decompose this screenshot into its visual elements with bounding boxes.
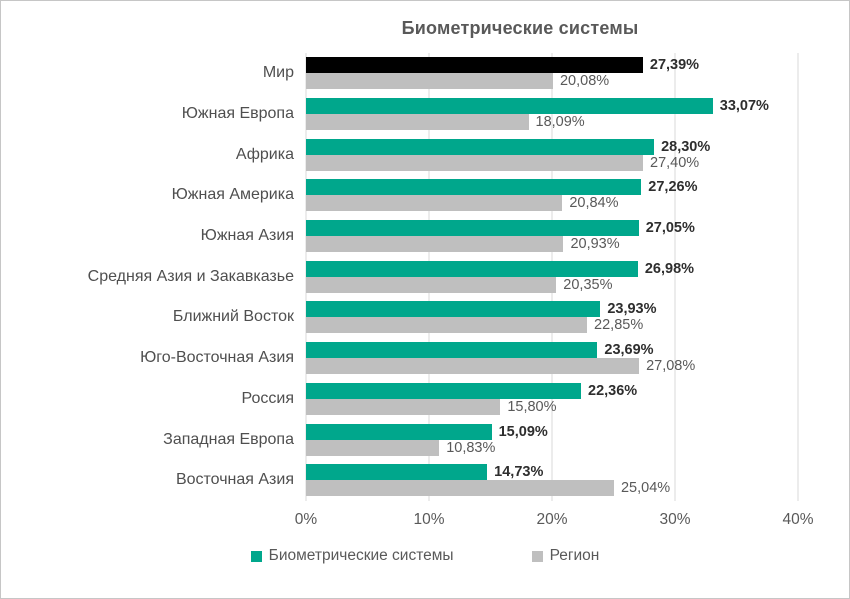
series2-value-label: 20,93% [570, 236, 620, 253]
gridline [674, 53, 676, 501]
category-row: Мир 27,39% 20,08% [1, 53, 849, 94]
legend: Биометрические системы Регион [1, 547, 849, 565]
legend-item-biometric: Биометрические системы [250, 547, 454, 565]
bar-rows: Мир 27,39% 20,08% Южная Европа 33,07% 18… [1, 53, 849, 501]
category-label: Мир [262, 64, 294, 82]
plot-area: Мир 27,39% 20,08% Южная Европа 33,07% 18… [1, 53, 849, 501]
series1-value-label: 27,39% [649, 57, 700, 74]
series1-value-label: 27,05% [645, 220, 695, 237]
series1-bar [306, 57, 643, 74]
series1-bar [306, 179, 642, 196]
bar-pair: 22,36% 15,80% [306, 379, 798, 420]
series1-bar [306, 98, 713, 115]
series1-bar [306, 301, 601, 318]
series1-value-label: 23,93% [607, 301, 657, 318]
bar-pair: 14,73% 25,04% [306, 460, 798, 501]
category-label: Западная Европа [163, 430, 294, 448]
category-row: Юго-Восточная Азия 23,69% 27,08% [1, 338, 849, 379]
category-row: Средняя Азия и Закавказье 26,98% 20,35% [1, 256, 849, 297]
series2-bar [306, 276, 557, 293]
series2-value-label: 27,40% [650, 154, 700, 171]
series1-value-label: 22,36% [588, 382, 638, 399]
bar-pair: 27,39% 20,08% [306, 53, 798, 94]
series2-value-label: 22,85% [594, 317, 644, 334]
series1-value-label: 14,73% [494, 464, 544, 481]
series2-bar [306, 73, 553, 90]
category-row: Ближний Восток 23,93% 22,85% [1, 297, 849, 338]
series1-value-label: 26,98% [644, 260, 695, 277]
x-axis-tick: 40% [782, 511, 814, 528]
series1-value-label: 23,69% [604, 342, 654, 359]
series2-value-label: 25,04% [620, 480, 671, 497]
series2-bar [306, 480, 614, 497]
series2-bar [306, 236, 564, 253]
x-axis-tick: 10% [413, 511, 445, 528]
category-label: Восточная Азия [175, 471, 294, 489]
series1-bar [306, 342, 598, 359]
series2-bar [306, 317, 588, 334]
category-label: Россия [241, 389, 294, 407]
category-label: Южная Азия [200, 227, 294, 245]
series2-bar [306, 358, 640, 375]
category-label: Юго-Восточная Азия [140, 349, 294, 367]
category-label: Африка [235, 145, 294, 163]
chart-title: Биометрические системы [401, 18, 639, 38]
series1-bar [306, 260, 638, 277]
x-axis-tick: 0% [294, 511, 318, 528]
series2-bar [306, 195, 563, 212]
series1-bar [306, 220, 639, 237]
series2-value-label: 18,09% [535, 114, 585, 131]
category-row: Западная Европа 15,09% 10,83% [1, 419, 849, 460]
series2-value-label: 20,35% [563, 276, 613, 293]
x-axis-tick: 30% [659, 511, 691, 528]
bar-pair: 23,69% 27,08% [306, 338, 798, 379]
series1-value-label: 27,26% [648, 179, 698, 196]
series1-bar [306, 423, 492, 440]
category-row: Восточная Азия 14,73% 25,04% [1, 460, 849, 501]
category-label: Южная Европа [181, 105, 294, 123]
category-label: Средняя Азия и Закавказье [87, 267, 294, 285]
series1-value-label: 15,09% [498, 423, 548, 440]
series2-bar [306, 398, 501, 415]
category-row: Южная Азия 27,05% 20,93% [1, 216, 849, 257]
category-row: Африка 28,30% 27,40% [1, 134, 849, 175]
category-row: Россия 22,36% 15,80% [1, 379, 849, 420]
bar-pair: 26,98% 20,35% [306, 256, 798, 297]
bar-pair: 28,30% 27,40% [306, 134, 798, 175]
legend-swatch-biometric-icon [250, 550, 262, 562]
series2-bar [306, 439, 440, 456]
x-axis-tick: 20% [536, 511, 568, 528]
series1-bar [306, 382, 582, 399]
series2-value-label: 27,08% [646, 358, 696, 375]
series2-bar [306, 154, 644, 171]
bar-pair: 23,93% 22,85% [306, 297, 798, 338]
series2-value-label: 10,83% [446, 439, 496, 456]
series1-value-label: 28,30% [661, 138, 711, 155]
series2-value-label: 20,08% [559, 73, 610, 90]
series1-value-label: 33,07% [719, 98, 769, 115]
category-label: Ближний Восток [172, 308, 294, 326]
bar-pair: 27,26% 20,84% [306, 175, 798, 216]
legend-label-region: Регион [549, 547, 600, 564]
category-row: Южная Америка 27,26% 20,84% [1, 175, 849, 216]
bar-pair: 27,05% 20,93% [306, 216, 798, 257]
legend-label-biometric: Биометрические системы [268, 547, 454, 564]
series2-value-label: 15,80% [507, 398, 557, 415]
series1-bar [306, 464, 488, 481]
bar-pair: 15,09% 10,83% [306, 419, 798, 460]
legend-swatch-region-icon [531, 550, 543, 562]
series1-bar [306, 138, 655, 155]
category-label: Южная Америка [171, 186, 294, 204]
gridline [797, 53, 799, 501]
bar-pair: 33,07% 18,09% [306, 94, 798, 135]
series2-bar [306, 114, 529, 131]
legend-item-region: Регион [531, 547, 600, 565]
x-axis: 0% 10% 20% 30% 40% [295, 511, 814, 537]
series2-value-label: 20,84% [569, 195, 619, 212]
category-row: Южная Европа 33,07% 18,09% [1, 94, 849, 135]
